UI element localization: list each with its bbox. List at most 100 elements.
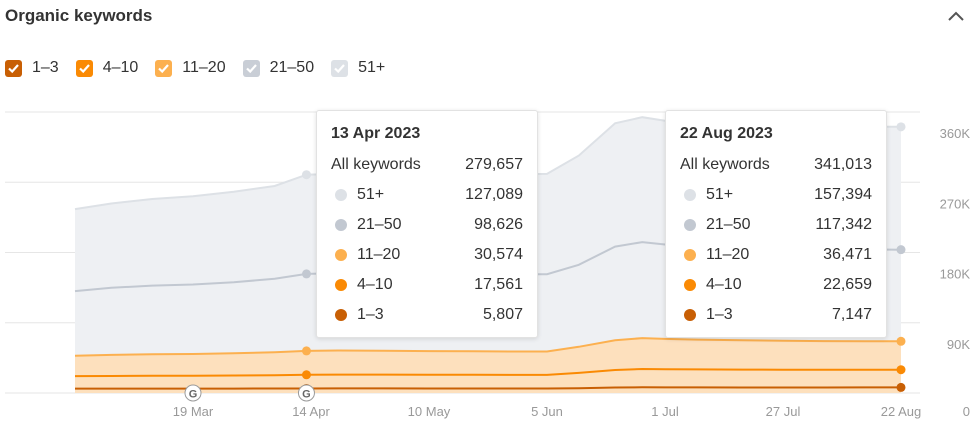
tooltip-date: 22 Aug 2023 — [680, 125, 773, 142]
tooltip-row: 11–20 36,471 — [680, 245, 872, 265]
google-update-marker — [184, 384, 202, 402]
tooltip-row-label: 4–10 — [357, 276, 393, 293]
tooltip-row-label: 51+ — [357, 186, 385, 203]
checkbox-51-plus[interactable] — [331, 59, 349, 77]
line-1-3 — [75, 386, 901, 390]
legend-item-21-50[interactable]: 21–50 — [242, 59, 315, 77]
legend-label: 21–50 — [269, 59, 315, 76]
legend-item-1-3[interactable]: 1–3 — [5, 59, 59, 77]
series-dot — [335, 219, 347, 231]
data-point — [896, 365, 906, 375]
tooltip-row-value: 127,089 — [465, 186, 523, 203]
tooltip-row-value: 117,342 — [815, 216, 872, 233]
check-icon — [245, 63, 257, 73]
tooltip-row-label: 1–3 — [357, 306, 384, 323]
tooltip-date: 13 Apr 2023 — [331, 125, 421, 142]
series-dot — [335, 279, 347, 291]
legend-label: 11–20 — [182, 59, 226, 76]
collapse-button[interactable] — [946, 6, 966, 26]
tooltip-row-label: 11–20 — [357, 246, 401, 263]
data-point — [301, 170, 311, 180]
tooltip-total-label: All keywords — [680, 156, 770, 173]
checkbox-11-20[interactable] — [155, 59, 173, 77]
tooltip-row: 4–10 22,659 — [680, 275, 872, 295]
chevron-up-icon — [948, 11, 964, 21]
data-point — [896, 336, 906, 346]
tooltip-row-label: 21–50 — [706, 216, 751, 233]
tooltip-row-value: 5,807 — [482, 306, 523, 323]
legend: 1–3 4–10 11–20 21–50 51+ — [5, 59, 402, 77]
legend-label: 51+ — [358, 59, 386, 76]
tooltip-row-label: 11–20 — [706, 246, 750, 263]
x-tick-label: 22 Aug — [881, 404, 922, 419]
tooltip-row: 1–3 7,147 — [680, 305, 872, 325]
google-update-label: G — [302, 389, 311, 401]
legend-item-4-10[interactable]: 4–10 — [75, 59, 139, 77]
tooltip-22-aug: 22 Aug 2023 All keywords 341,013 51+ 157… — [665, 110, 887, 338]
data-point — [301, 370, 311, 380]
tooltip-row-value: 36,471 — [823, 246, 872, 263]
tooltip-row: 51+ 127,089 — [331, 185, 523, 205]
series-dot — [684, 189, 696, 201]
x-tick-label: 19 Mar — [173, 404, 214, 419]
series-dot — [684, 309, 696, 321]
data-point — [896, 122, 906, 132]
tooltip-row-value: 22,659 — [823, 276, 872, 293]
tooltip-row-label: 21–50 — [357, 216, 402, 233]
checkbox-21-50[interactable] — [242, 59, 260, 77]
x-tick-label: 10 May — [408, 404, 451, 419]
google-update-label: G — [189, 389, 198, 401]
tooltip-row-label: 1–3 — [706, 306, 733, 323]
x-tick-label: 27 Jul — [766, 404, 801, 419]
series-dot — [684, 279, 696, 291]
legend-item-51-plus[interactable]: 51+ — [331, 59, 385, 77]
legend-label: 1–3 — [32, 59, 59, 76]
tooltip-row-label: 51+ — [706, 186, 734, 203]
y-tick-label: 270K — [940, 196, 971, 211]
tooltip-row-value: 157,394 — [814, 186, 872, 203]
x-tick-label: 14 Apr — [292, 404, 330, 419]
tooltip-row: 1–3 5,807 — [331, 305, 523, 325]
tooltip-row-value: 7,147 — [831, 306, 872, 323]
data-point — [896, 245, 906, 255]
data-point — [301, 269, 311, 279]
y-tick-label: 360K — [940, 126, 971, 141]
tooltip-row: 11–20 30,574 — [331, 245, 523, 265]
line-11-20 — [74, 337, 902, 357]
tooltip-13-apr: 13 Apr 2023 All keywords 279,657 51+ 127… — [316, 110, 538, 338]
tooltip-row: 4–10 17,561 — [331, 275, 523, 295]
checkbox-1-3[interactable] — [5, 59, 22, 77]
x-tick-label: 5 Jun — [531, 404, 563, 419]
series-dot — [335, 309, 347, 321]
tooltip-total-row: All keywords 341,013 — [680, 155, 872, 175]
x-tick-label: 1 Jul — [651, 404, 679, 419]
y-tick-label: 90K — [947, 337, 970, 352]
tooltip-row-value: 98,626 — [474, 216, 523, 233]
check-icon — [78, 63, 90, 73]
tooltip-row-value: 30,574 — [474, 246, 523, 263]
legend-label: 4–10 — [102, 59, 139, 76]
series-dot — [684, 249, 696, 261]
tooltip-row-label: 4–10 — [706, 276, 742, 293]
checkbox-4-10[interactable] — [75, 59, 93, 77]
check-icon — [334, 63, 345, 73]
tooltip-row: 51+ 157,394 — [680, 185, 872, 205]
tooltip-total-row: All keywords 279,657 — [331, 155, 523, 175]
page-title: Organic keywords — [5, 6, 153, 25]
tooltip-total-label: All keywords — [331, 156, 421, 173]
area-top-20 — [75, 338, 901, 393]
tooltip-total-value: 341,013 — [814, 156, 872, 173]
data-point — [301, 346, 311, 356]
check-icon — [158, 63, 170, 73]
y-tick-label: 0 — [963, 404, 970, 419]
data-point — [896, 382, 906, 392]
check-icon — [8, 63, 19, 73]
tooltip-total-value: 279,657 — [465, 156, 523, 173]
series-dot — [335, 189, 347, 201]
y-tick-label: 180K — [940, 267, 971, 282]
tooltip-row: 21–50 98,626 — [331, 215, 523, 235]
tooltip-row-value: 17,561 — [474, 276, 523, 293]
line-4-10 — [74, 367, 901, 378]
google-update-marker — [297, 384, 315, 402]
legend-item-11-20[interactable]: 11–20 — [155, 59, 226, 77]
